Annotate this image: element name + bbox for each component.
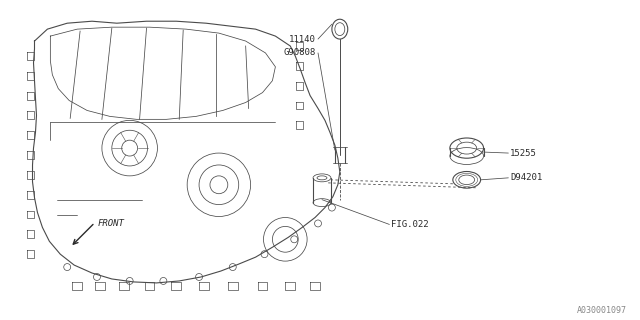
Text: A030001097: A030001097: [577, 306, 627, 315]
Text: D94201: D94201: [510, 173, 543, 182]
Text: FIG.022: FIG.022: [392, 220, 429, 229]
Text: 15255: 15255: [510, 148, 537, 157]
Text: 11140: 11140: [289, 35, 316, 44]
Text: FRONT: FRONT: [98, 220, 125, 228]
Text: G90808: G90808: [284, 48, 316, 57]
